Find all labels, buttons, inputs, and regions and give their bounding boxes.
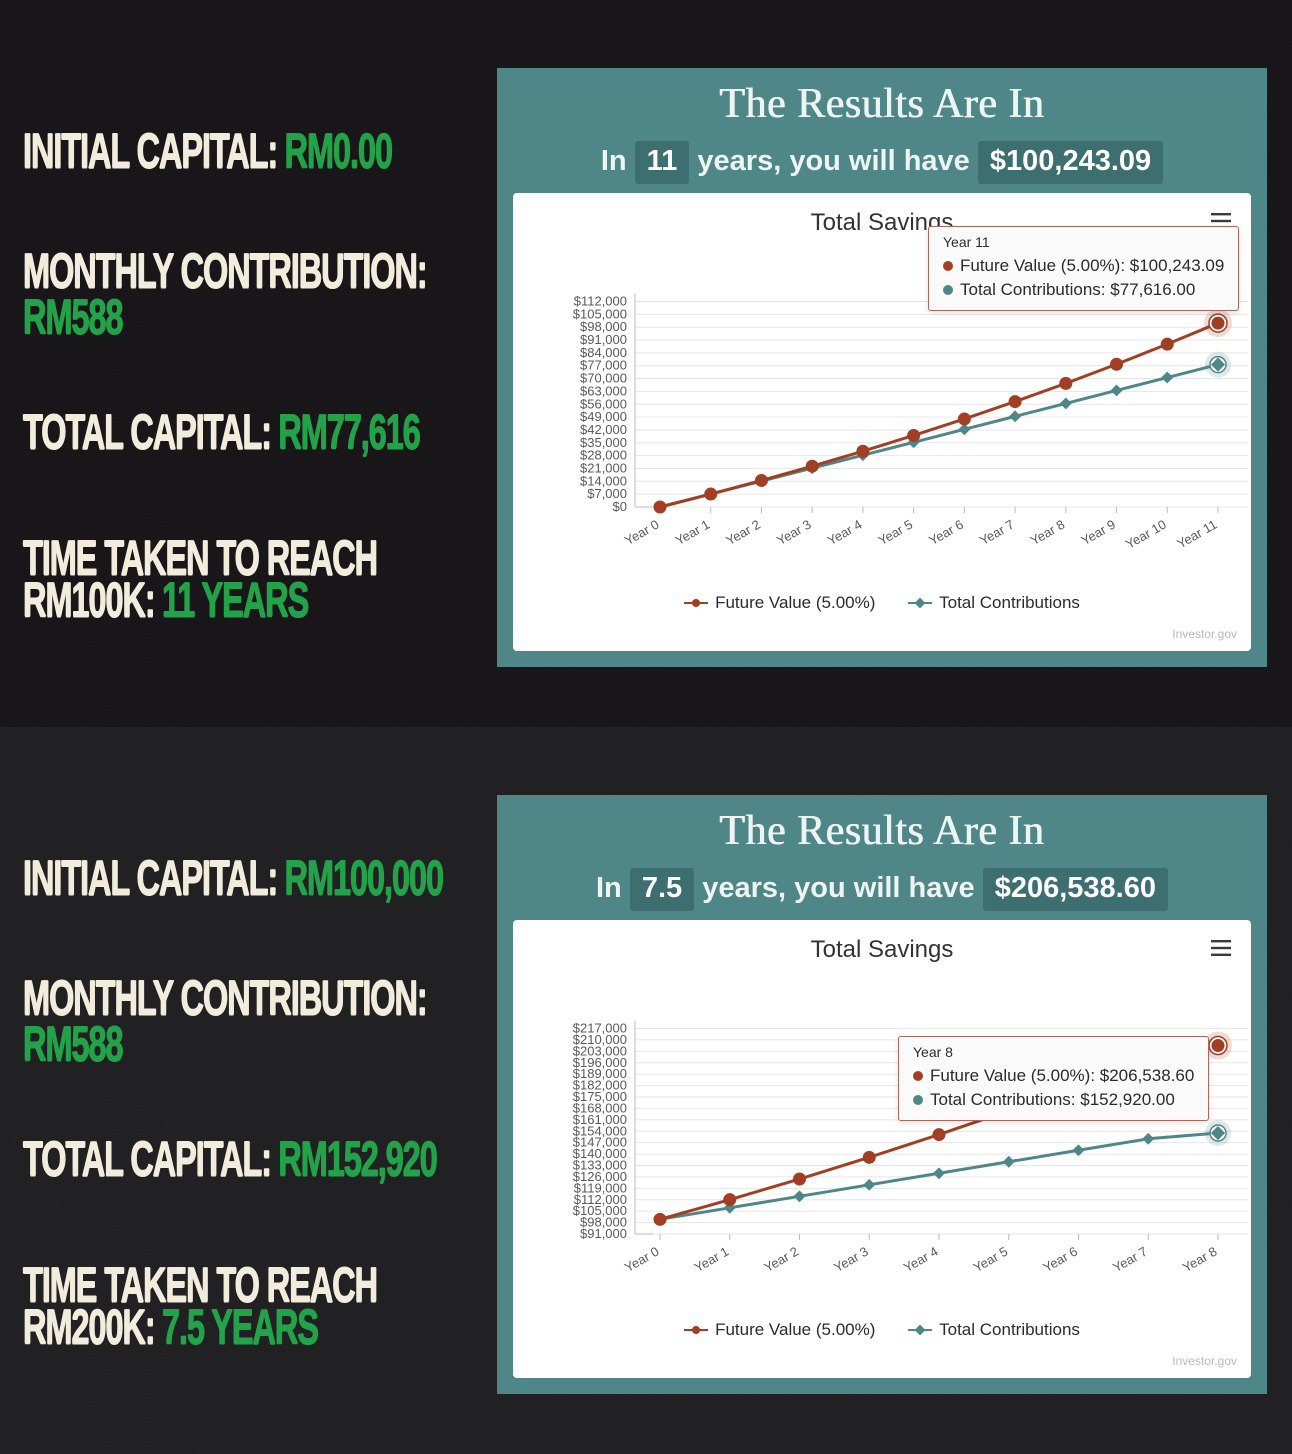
svg-text:Year 4: Year 4 [825, 517, 865, 549]
svg-text:Year 3: Year 3 [831, 1244, 871, 1276]
svg-text:$35,000: $35,000 [580, 435, 627, 450]
svg-text:$14,000: $14,000 [580, 473, 627, 488]
svg-text:Year 5: Year 5 [876, 517, 916, 549]
svg-text:Year 7: Year 7 [977, 517, 1017, 549]
svg-text:Year 0: Year 0 [622, 517, 662, 549]
svg-text:Year 8: Year 8 [1028, 517, 1068, 549]
svg-text:$56,000: $56,000 [580, 396, 627, 411]
svg-text:$21,000: $21,000 [580, 460, 627, 475]
svg-text:$98,000: $98,000 [580, 319, 627, 334]
svg-text:$49,000: $49,000 [580, 409, 627, 424]
svg-text:Year 9: Year 9 [1078, 517, 1118, 549]
svg-text:Year 11: Year 11 [1174, 517, 1219, 552]
svg-text:Year 6: Year 6 [1040, 1244, 1080, 1276]
svg-text:$7,000: $7,000 [587, 486, 627, 501]
svg-text:Year 1: Year 1 [673, 517, 713, 549]
svg-text:Year 1: Year 1 [692, 1244, 732, 1276]
svg-text:Year 10: Year 10 [1123, 517, 1169, 552]
svg-text:$105,000: $105,000 [573, 306, 627, 321]
svg-text:Year 6: Year 6 [926, 517, 966, 549]
svg-text:Year 7: Year 7 [1110, 1244, 1150, 1276]
svg-text:Year 0: Year 0 [622, 1244, 662, 1276]
svg-text:$217,000: $217,000 [573, 1021, 627, 1036]
svg-text:Year 2: Year 2 [761, 1244, 801, 1276]
svg-text:$0: $0 [613, 499, 627, 514]
svg-text:$112,000: $112,000 [574, 294, 627, 309]
svg-text:Year 4: Year 4 [901, 1244, 941, 1276]
svg-text:$91,000: $91,000 [580, 332, 627, 347]
svg-text:Year 8: Year 8 [1180, 1244, 1220, 1276]
svg-text:$70,000: $70,000 [580, 371, 627, 386]
svg-text:$42,000: $42,000 [580, 422, 627, 437]
svg-text:$63,000: $63,000 [580, 383, 627, 398]
svg-text:Year 2: Year 2 [723, 517, 763, 549]
svg-text:Year 3: Year 3 [774, 517, 814, 549]
svg-text:Year 5: Year 5 [971, 1244, 1011, 1276]
svg-text:$84,000: $84,000 [580, 345, 627, 360]
svg-text:$28,000: $28,000 [580, 448, 627, 463]
svg-text:$77,000: $77,000 [580, 358, 627, 373]
